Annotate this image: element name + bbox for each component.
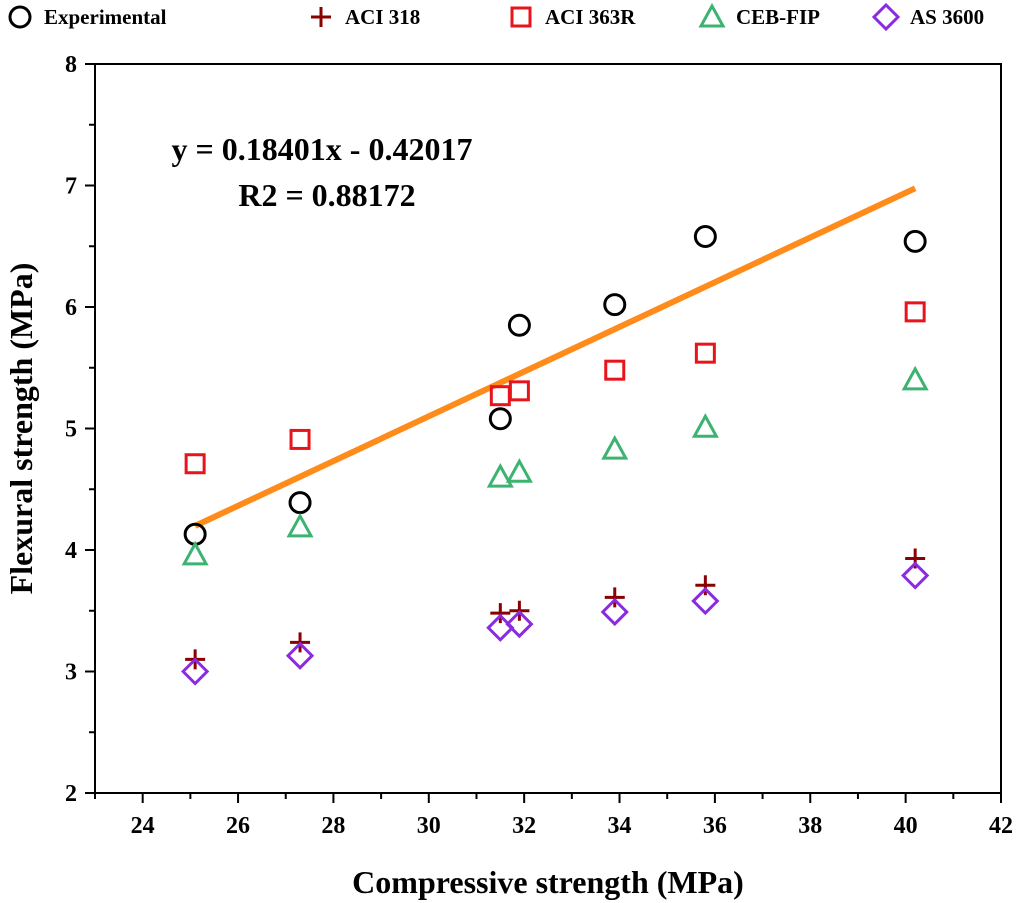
y-tick-label: 7 xyxy=(65,174,77,200)
x-tick-label: 28 xyxy=(321,813,345,839)
data-point xyxy=(507,313,531,337)
y-tick-label: 2 xyxy=(65,781,77,807)
data-marks xyxy=(181,225,930,686)
data-point xyxy=(600,597,629,627)
data-point xyxy=(904,301,926,323)
data-point xyxy=(903,229,927,253)
series-aci-363r xyxy=(184,301,926,475)
legend-label: CEB-FIP xyxy=(736,5,820,29)
y-tick-label: 3 xyxy=(65,660,77,686)
y-tick-label: 8 xyxy=(65,52,77,78)
x-tick-label: 36 xyxy=(703,813,727,839)
data-point xyxy=(181,540,209,566)
legend-label: ACI 363R xyxy=(545,5,636,29)
x-tick-label: 42 xyxy=(989,813,1013,839)
series-aci-318 xyxy=(185,548,926,670)
data-point xyxy=(505,609,534,639)
x-axis: 24 26 28 30 32 34 36 38 40 42 xyxy=(94,793,1013,839)
data-point xyxy=(289,428,311,450)
data-point xyxy=(695,575,716,596)
data-point xyxy=(691,586,720,616)
data-point xyxy=(601,435,629,460)
r-squared: R2 = 0.88172 xyxy=(238,177,415,213)
data-point xyxy=(489,385,511,407)
data-point xyxy=(486,462,514,488)
data-point xyxy=(184,453,206,475)
data-point xyxy=(694,342,716,364)
data-point xyxy=(691,413,719,438)
x-tick-label: 34 xyxy=(608,813,632,839)
y-axis-title: Flexural strength (MPa) xyxy=(3,263,39,595)
y-tick-label: 5 xyxy=(65,417,77,443)
legend-marker xyxy=(311,7,331,27)
data-point xyxy=(288,491,312,515)
legend-label: AS 3600 xyxy=(910,5,984,29)
legend: Experimental ACI 318 ACI 363R CEB-FIP AS 360… xyxy=(8,2,984,32)
data-point xyxy=(286,512,314,538)
series-as-3600 xyxy=(181,561,930,686)
data-point xyxy=(508,380,530,402)
x-tick-label: 30 xyxy=(417,813,441,839)
data-point xyxy=(181,657,210,686)
fit-equation: y = 0.18401x - 0.42017 xyxy=(172,131,473,167)
x-tick-label: 32 xyxy=(512,813,536,839)
x-tick-label: 26 xyxy=(226,813,250,839)
x-tick-label: 38 xyxy=(798,813,822,839)
series-experimental xyxy=(183,225,927,546)
y-axis: 2 3 4 5 6 7 8 xyxy=(65,52,95,807)
y-tick-label: 6 xyxy=(65,295,77,321)
fit-line-group xyxy=(193,185,917,529)
data-point xyxy=(604,587,625,608)
data-point xyxy=(603,293,627,317)
data-point xyxy=(505,458,533,483)
data-point xyxy=(490,603,511,624)
legend-marker xyxy=(510,6,532,28)
plot-frame xyxy=(94,63,1002,794)
data-point xyxy=(901,561,930,590)
legend-marker xyxy=(8,5,32,29)
legend-label: ACI 318 xyxy=(345,5,420,29)
x-tick-label: 24 xyxy=(131,813,155,839)
x-tick-label: 40 xyxy=(894,813,918,839)
legend-marker xyxy=(698,2,726,28)
legend-label: Experimental xyxy=(44,5,167,29)
annotations: y = 0.18401x - 0.42017 R2 = 0.88172 xyxy=(172,131,473,213)
data-point xyxy=(693,225,717,249)
fit-line xyxy=(193,185,917,529)
series-ceb-fip xyxy=(181,365,929,566)
x-axis-title: Compressive strength (MPa) xyxy=(352,864,744,900)
data-point xyxy=(901,365,929,391)
legend-marker xyxy=(871,2,901,32)
y-tick-label: 4 xyxy=(65,538,77,564)
data-point xyxy=(488,407,512,431)
data-point xyxy=(285,641,315,670)
data-point xyxy=(604,359,626,381)
